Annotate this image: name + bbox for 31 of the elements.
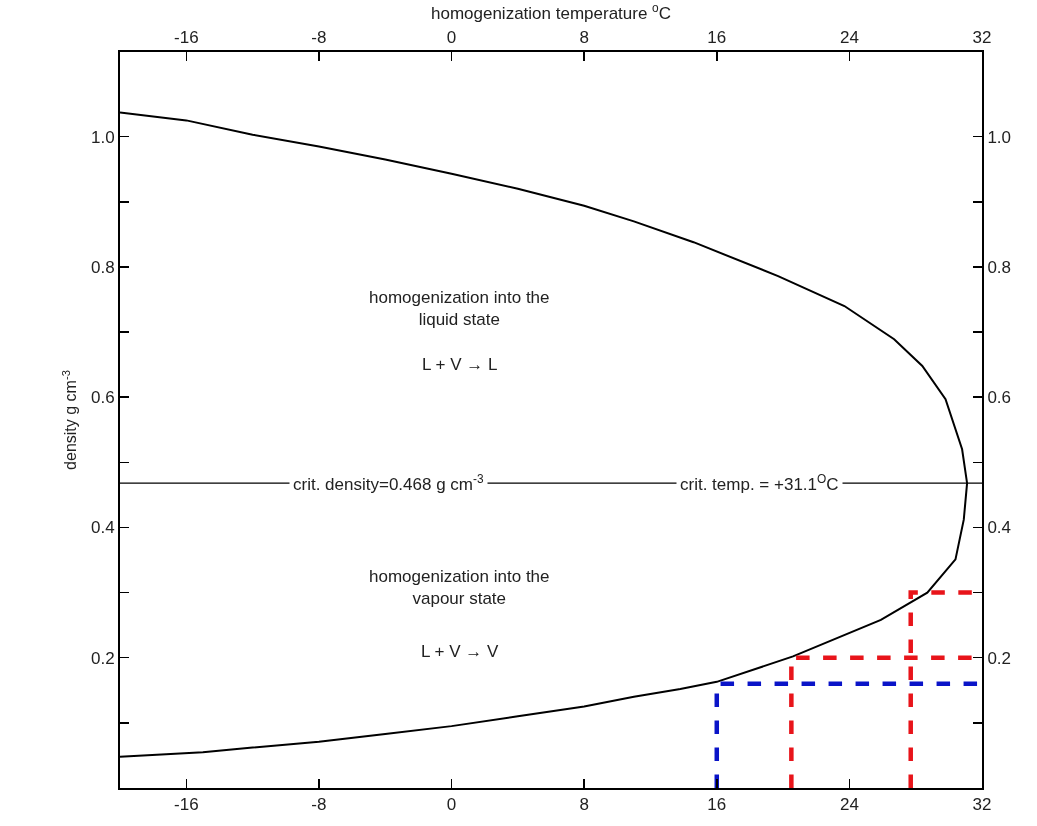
y2-tick-label: 0.4 bbox=[987, 518, 1012, 538]
y-tick-label: 0.2 bbox=[90, 648, 115, 668]
y-tick-label: 0.6 bbox=[90, 388, 115, 408]
y-tick-label: 0.8 bbox=[90, 257, 115, 277]
y2-tick-label: 0.2 bbox=[987, 648, 1012, 668]
y-tick-label: 0.4 bbox=[90, 518, 115, 538]
x2-tick-label: 0 bbox=[446, 795, 457, 815]
y2-tick-label: 1.0 bbox=[987, 127, 1012, 147]
x2-tick-label: 16 bbox=[707, 795, 727, 815]
y2-tick-label: 0.8 bbox=[987, 257, 1012, 277]
y-tick-label: 1.0 bbox=[90, 127, 115, 147]
x2-tick-label: 24 bbox=[839, 795, 859, 815]
x2-tick-label: -8 bbox=[311, 795, 327, 815]
x2-axis-title: homogenization temperature $^{o}$C bbox=[430, 1, 672, 24]
annotation: crit. temp. = +31.1$^{O}$C bbox=[680, 472, 839, 495]
x-tick-label: 0 bbox=[446, 28, 457, 48]
y2-tick-label: 0.6 bbox=[987, 388, 1012, 408]
x-tick-label: 32 bbox=[972, 28, 992, 48]
x2-tick-label: 8 bbox=[579, 795, 589, 815]
x-tick-label: 16 bbox=[707, 28, 727, 48]
annotation: homogenization into the liquid state bbox=[369, 288, 550, 330]
x2-tick-label: -16 bbox=[174, 795, 199, 815]
x-tick-label: 8 bbox=[579, 28, 589, 48]
annotation: L + V → L bbox=[422, 355, 498, 374]
annotation: L + V → V bbox=[421, 642, 499, 661]
x-tick-label: 24 bbox=[839, 28, 859, 48]
annotation: crit. density=0.468 g cm$^{-3}$ bbox=[293, 472, 484, 495]
annotation: homogenization into the vapour state bbox=[369, 567, 550, 609]
x2-tick-label: 32 bbox=[972, 795, 992, 815]
x-tick-label: -16 bbox=[174, 28, 199, 48]
x-tick-label: -8 bbox=[311, 28, 327, 48]
